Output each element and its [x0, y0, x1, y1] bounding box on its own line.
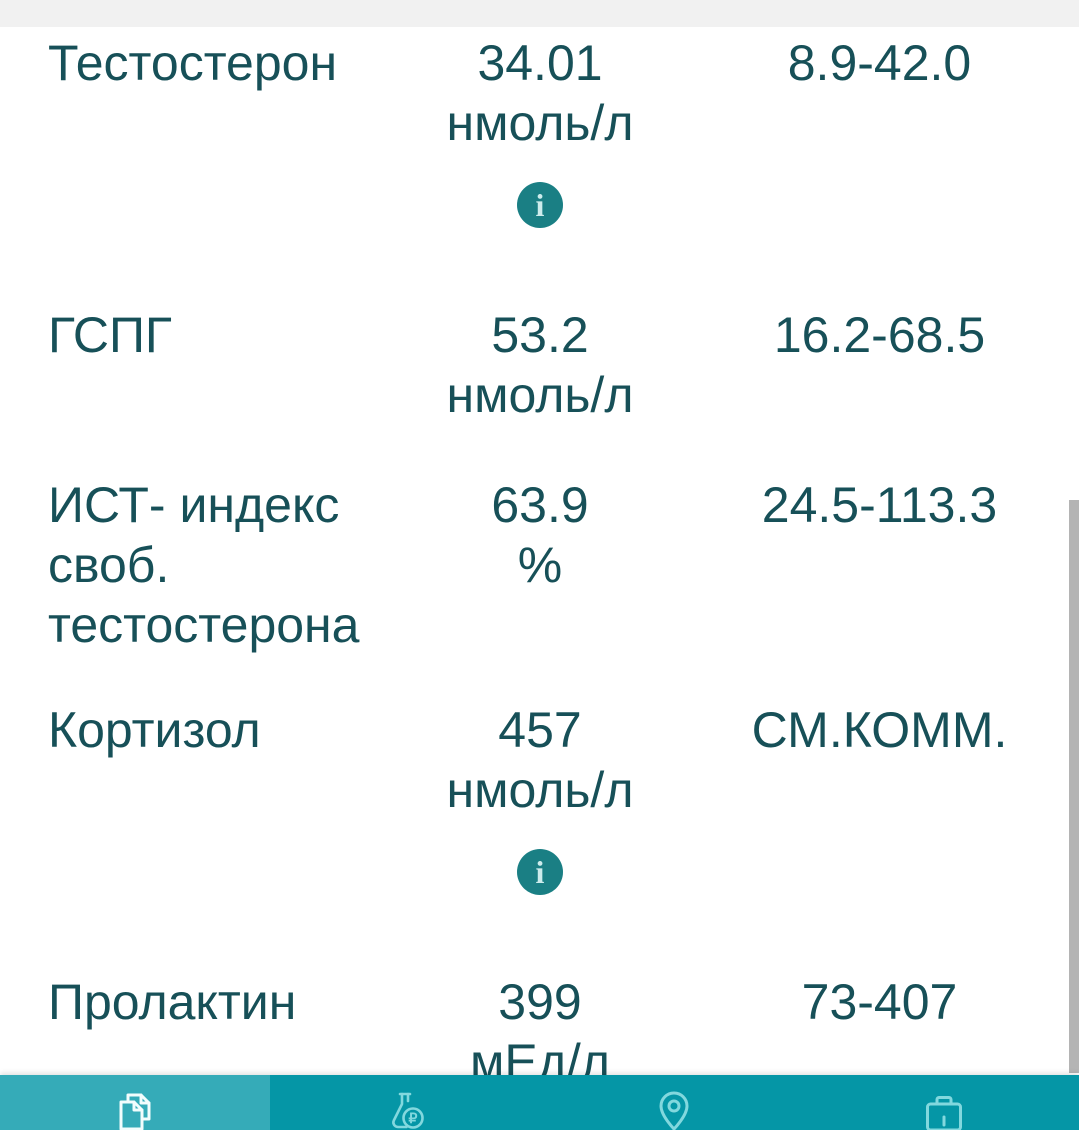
test-unit: нмоль/л [446, 95, 634, 151]
info-icon: i [535, 187, 545, 223]
tab-locations[interactable] [540, 1075, 810, 1130]
reference-range: СМ.КОММ. [751, 702, 1008, 758]
info-button[interactable]: i [517, 182, 563, 228]
briefcase-icon [920, 1087, 968, 1130]
test-name: ИСТ- индекс своб. тестостерона [48, 477, 360, 653]
vertical-scrollbar[interactable] [1069, 500, 1079, 1073]
lab-results-list: Тестостерон 34.01 нмоль/л i 8.9-42.0 ГСП… [0, 33, 1079, 1092]
svg-text:₽: ₽ [408, 1110, 417, 1126]
reference-range: 16.2-68.5 [773, 307, 986, 363]
test-name: Тестостерон [48, 35, 338, 91]
result-row[interactable]: Кортизол 457 нмоль/л i СМ.КОММ. [0, 700, 1079, 895]
reference-range: 73-407 [801, 974, 958, 1030]
test-value: 34.01 [477, 35, 603, 91]
test-value: 63.9 [491, 477, 589, 533]
top-strip [0, 0, 1079, 27]
test-value-block: 53.2 нмоль/л [390, 305, 690, 425]
test-unit: нмоль/л [446, 762, 634, 818]
test-value-block: 399 мЕд/л [390, 972, 690, 1092]
test-value-block: 457 нмоль/л i [390, 700, 690, 895]
test-unit: % [517, 537, 563, 593]
tab-analyses-prices[interactable]: ₽ [270, 1075, 540, 1130]
documents-icon [111, 1087, 159, 1130]
test-unit: нмоль/л [446, 367, 634, 423]
test-value: 457 [498, 702, 582, 758]
tab-results[interactable] [0, 1075, 270, 1130]
info-icon: i [535, 854, 545, 890]
location-pin-icon [650, 1087, 698, 1130]
result-row[interactable]: Тестостерон 34.01 нмоль/л i 8.9-42.0 [0, 33, 1079, 228]
reference-range: 24.5-113.3 [761, 477, 998, 533]
reference-range: 8.9-42.0 [787, 35, 972, 91]
test-value-block: 63.9 % [390, 475, 690, 655]
tab-services[interactable] [809, 1075, 1079, 1130]
test-name: Кортизол [48, 702, 261, 758]
test-name: Пролактин [48, 974, 297, 1030]
info-button[interactable]: i [517, 849, 563, 895]
result-row[interactable]: Пролактин 399 мЕд/л 73-407 [0, 972, 1079, 1092]
test-value: 399 [498, 974, 582, 1030]
test-value-block: 34.01 нмоль/л i [390, 33, 690, 228]
result-row[interactable]: ИСТ- индекс своб. тестостерона 63.9 % 24… [0, 475, 1079, 655]
test-name: ГСПГ [48, 307, 172, 363]
test-value: 53.2 [491, 307, 589, 363]
flask-price-icon: ₽ [381, 1087, 429, 1130]
bottom-navbar: ₽ [0, 1075, 1079, 1130]
result-row[interactable]: ГСПГ 53.2 нмоль/л 16.2-68.5 [0, 305, 1079, 425]
